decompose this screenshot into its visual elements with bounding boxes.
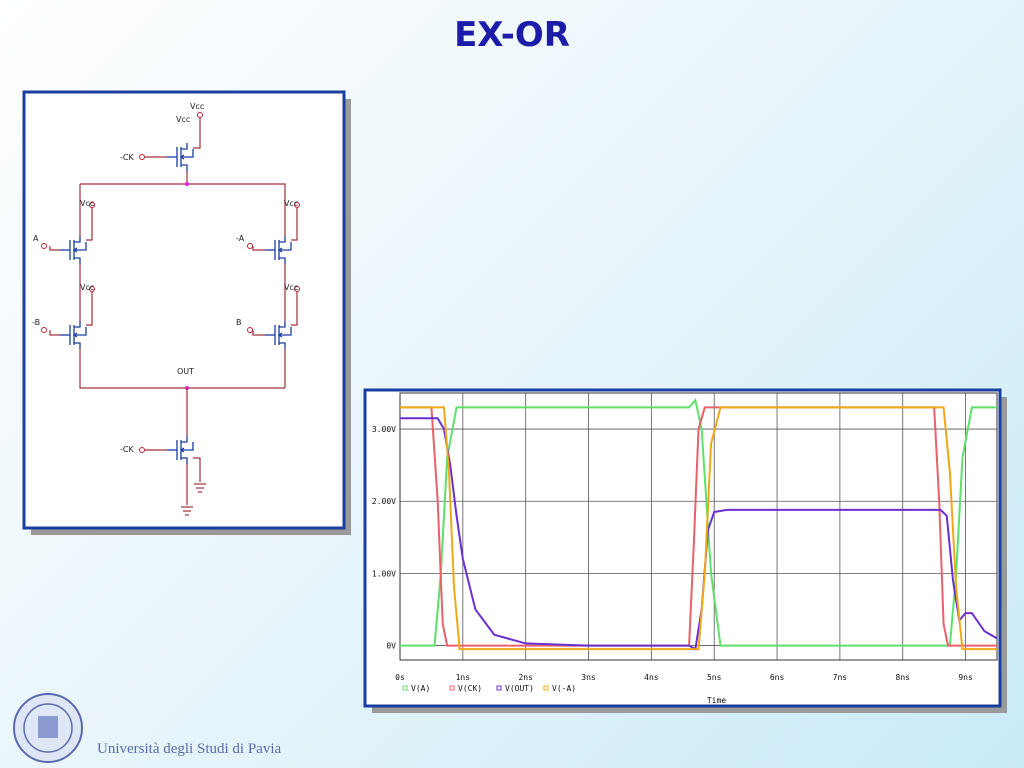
transistor	[72, 247, 78, 253]
x-tick-label: 6ns	[770, 673, 785, 682]
wire	[193, 118, 201, 149]
x-tick-label: 0s	[395, 673, 405, 682]
schematic-label: Vcc	[284, 199, 298, 208]
transistor	[179, 154, 185, 160]
x-tick-label: 9ns	[958, 673, 973, 682]
series-line	[400, 406, 997, 647]
schematic-label: Vcc	[284, 283, 298, 292]
transistor	[277, 332, 283, 338]
legend-label: V(A)	[411, 684, 430, 693]
plot-frame	[399, 392, 998, 661]
legend-marker	[449, 685, 455, 691]
schematic-label: OUT	[177, 367, 194, 376]
wire	[252, 246, 265, 251]
transistor	[181, 149, 194, 158]
schematic-label: -A	[236, 234, 245, 243]
chart: 0V 1.00V 2.00V 3.00V 0s 1ns 2ns 3ns 4ns 5ns 6ns 7ns…	[372, 392, 998, 705]
x-axis-label: Time	[707, 696, 726, 705]
x-tick-label: 3ns	[581, 673, 596, 682]
terminal	[294, 286, 300, 292]
schematic-label: -CK	[120, 153, 134, 162]
transistor	[279, 327, 292, 336]
schematic-label: Vcc	[80, 199, 94, 208]
x-tick-label: 8ns	[896, 673, 911, 682]
transistor	[181, 143, 188, 150]
transistor	[74, 257, 81, 264]
x-tick-label: 4ns	[644, 673, 659, 682]
schematic-label: Vcc	[176, 115, 190, 124]
y-tick-label: 2.00V	[372, 497, 396, 506]
terminal	[197, 112, 203, 118]
schematic-label: B	[236, 318, 242, 327]
legend-marker	[402, 685, 408, 691]
transistor	[181, 164, 188, 171]
legend-marker	[543, 685, 549, 691]
transistor	[279, 321, 286, 328]
legend-label: V(-A)	[552, 684, 576, 693]
node	[185, 182, 189, 186]
transistor	[181, 457, 188, 464]
schematic-label: -CK	[120, 445, 134, 454]
x-tick-label: 5ns	[707, 673, 722, 682]
y-tick-label: 1.00V	[372, 569, 396, 578]
terminal	[247, 327, 253, 333]
wire	[291, 292, 298, 326]
footer-text: Università degli Studi di Pavia	[97, 741, 281, 757]
x-tick-label: 2ns	[518, 673, 533, 682]
wire	[49, 246, 60, 251]
legend-label: V(OUT)	[505, 684, 534, 693]
terminal	[89, 202, 95, 208]
transistor	[181, 436, 188, 443]
chart-panel	[363, 388, 1002, 708]
terminal	[89, 286, 95, 292]
schematic-label: -B	[32, 318, 40, 327]
wire	[86, 292, 93, 326]
university-seal	[23, 703, 73, 753]
terminal	[41, 243, 47, 249]
wire	[79, 349, 285, 389]
transistor	[74, 342, 81, 349]
series-line	[400, 398, 997, 647]
wire	[86, 208, 93, 241]
transistor	[277, 247, 283, 253]
wire	[80, 183, 286, 236]
legend-marker	[496, 685, 502, 691]
transistor	[279, 342, 286, 349]
university-seal	[38, 716, 58, 738]
slide-title: EX-OR	[454, 15, 570, 55]
terminal	[294, 202, 300, 208]
wire	[49, 330, 60, 336]
transistor	[279, 257, 286, 264]
schematic-label: Vcc	[190, 102, 204, 111]
transistor	[74, 327, 87, 336]
terminal	[41, 327, 47, 333]
transistor	[279, 236, 286, 243]
transistor	[74, 236, 81, 243]
terminal	[247, 243, 253, 249]
transistor	[279, 242, 292, 251]
x-tick-label: 1ns	[456, 673, 471, 682]
wire	[193, 457, 201, 482]
series-line	[400, 406, 997, 651]
legend-label: V(CK)	[458, 684, 482, 693]
transistor	[74, 321, 81, 328]
schematic-label: Vcc	[80, 283, 94, 292]
terminal	[139, 154, 145, 160]
schematic-label: A	[33, 234, 39, 243]
y-tick-label: 3.00V	[372, 425, 396, 434]
wire	[291, 208, 298, 241]
transistor	[72, 332, 78, 338]
transistor	[179, 447, 185, 453]
transistor	[74, 242, 87, 251]
y-tick-label: 0V	[386, 642, 396, 651]
x-tick-label: 7ns	[833, 673, 848, 682]
transistor	[181, 442, 194, 451]
terminal	[139, 447, 145, 453]
wire	[252, 330, 265, 336]
